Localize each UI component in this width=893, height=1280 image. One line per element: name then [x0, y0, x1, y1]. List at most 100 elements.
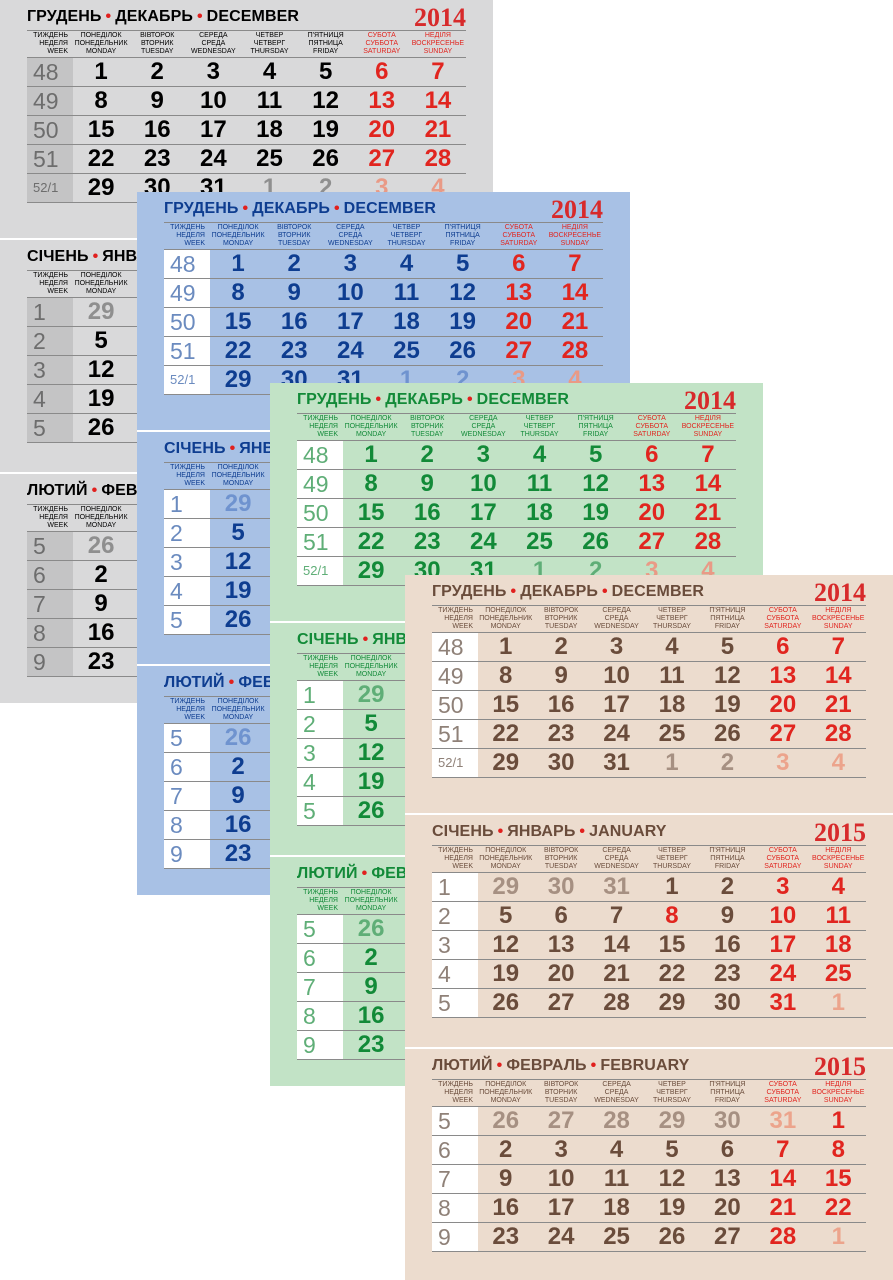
week-number: 48: [164, 250, 210, 278]
day-cell: 29: [658, 989, 686, 1016]
weekday-header-line: ЧЕТВЕРГ: [656, 1089, 688, 1096]
day-cell: 29: [492, 749, 520, 776]
week-column-header: ТИЖДЕНЬ НЕДЕЛЯ WEEK: [27, 271, 73, 297]
weekday-header-line: СЕРЕДА: [199, 32, 228, 39]
week-header-line: WEEK: [452, 1097, 473, 1104]
month-name-en: JANUARY: [589, 823, 667, 840]
week-header-line: НЕДЕЛЯ: [444, 855, 473, 862]
week-number: 9: [432, 1223, 478, 1251]
day-cell: 28: [603, 1107, 630, 1134]
weekday-header-line: СУБОТА: [768, 1081, 797, 1088]
day-cell: 27: [769, 720, 797, 747]
weekday-header-line: ПОНЕДЕЛЬНИК: [479, 615, 533, 622]
day-cell: 1: [665, 749, 679, 776]
weekday-header-line: TUESDAY: [277, 240, 311, 247]
day-cell: 10: [337, 279, 364, 306]
day-cell: 29: [357, 557, 385, 584]
week-column-header: ТИЖДЕНЬ НЕДЕЛЯ WEEK: [27, 31, 73, 57]
day-cell: 8: [364, 470, 378, 497]
month-name-ua: СІЧЕНЬ: [297, 631, 359, 648]
day-cell: 26: [714, 720, 741, 747]
week-number: 51: [297, 528, 343, 556]
weekday-header-line: THURSDAY: [387, 240, 426, 247]
calendar-grid: ТИЖДЕНЬ НЕДЕЛЯ WEEK ПОНЕДІЛОК ПОНЕДЕЛЬНИК MON…: [297, 413, 736, 586]
day-cell: 15: [87, 116, 115, 143]
day-cell: 8: [94, 87, 108, 114]
weekday-header-line: ПОНЕДІЛОК: [485, 1081, 527, 1088]
day-cell: 29: [357, 681, 385, 708]
day-cell: 30: [714, 989, 741, 1016]
weekday-header-line: ВІВТОРОК: [544, 1081, 579, 1088]
calendar-grid: ТИЖДЕНЬ НЕДЕЛЯ WEEK ПОНЕДІЛОК ПОНЕДЕЛЬНИК MON…: [432, 605, 866, 778]
day-cell: 5: [588, 441, 603, 468]
week-number: 50: [27, 116, 73, 144]
day-cell: 3: [554, 1136, 568, 1163]
day-cell: 26: [87, 532, 115, 559]
day-cell: 7: [609, 902, 624, 929]
week-header-line: ТИЖДЕНЬ: [170, 224, 205, 231]
weekday-header-line: THURSDAY: [520, 431, 559, 438]
day-cell: 6: [512, 250, 526, 277]
week-row: 48 1 2 3 4 5 6 7: [432, 633, 866, 662]
week-number: 1: [297, 681, 343, 709]
title-separator: •: [496, 1057, 503, 1074]
day-cell: 18: [256, 116, 283, 143]
weekday-header-line: MONDAY: [85, 48, 117, 55]
weekday-header-line: ПОНЕДЕЛЬНИК: [211, 472, 265, 479]
day-cell: 20: [547, 960, 575, 987]
week-header-line: WEEK: [184, 714, 205, 721]
day-cell: 22: [824, 1194, 852, 1221]
day-cell: 25: [658, 720, 686, 747]
title-separator: •: [510, 583, 517, 600]
weekday-header-line: СРЕДА: [201, 40, 226, 47]
day-cell: 20: [505, 308, 533, 335]
weekday-header-line: ВТОРНИК: [277, 232, 311, 239]
title-separator: •: [361, 865, 368, 882]
week-header-line: НЕДЕЛЯ: [444, 1089, 473, 1096]
weekday-header-line: ПЯТНИЦА: [710, 615, 745, 622]
day-cell: 18: [526, 499, 553, 526]
month-title: ГРУДЕНЬ • ДЕКАБРЬ • DECEMBER: [27, 8, 299, 26]
weekday-header-line: П'ЯТНИЦЯ: [444, 224, 481, 231]
day-cell: 16: [357, 1002, 385, 1029]
day-cell: 14: [694, 470, 722, 497]
week-number: 51: [27, 145, 73, 173]
day-cell: 20: [714, 1194, 741, 1221]
week-row: 49 8 9 10 11 12 13 14: [432, 662, 866, 691]
month-title: ГРУДЕНЬ • ДЕКАБРЬ • DECEMBER: [164, 200, 436, 218]
day-cell: 23: [280, 337, 308, 364]
day-cell: 4: [532, 441, 547, 468]
month-name-en: DECEMBER: [476, 391, 570, 408]
weekday-header-line: MONDAY: [355, 431, 387, 438]
day-cell: 23: [492, 1223, 520, 1250]
day-cell: 18: [393, 308, 420, 335]
title-separator: •: [590, 1057, 597, 1074]
week-header-line: ТИЖДЕНЬ: [438, 847, 473, 854]
week-number: 7: [27, 590, 73, 618]
weekday-header-line: WEDNESDAY: [328, 240, 373, 247]
weekday-header-line: ПОНЕДІЛОК: [350, 889, 392, 896]
weekday-header-line: ПОНЕДЕЛЬНИК: [479, 1089, 533, 1096]
weekday-header-line: ПОНЕДІЛОК: [485, 607, 527, 614]
weekday-header-line: TUESDAY: [410, 431, 444, 438]
day-cell: 16: [492, 1194, 520, 1221]
week-number: 50: [164, 308, 210, 336]
week-column-header: ТИЖДЕНЬ НЕДЕЛЯ WEEK: [432, 1080, 478, 1106]
day-cell: 13: [505, 279, 533, 306]
day-cell: 1: [94, 58, 108, 85]
weekday-header-line: ЧЕТВЕР: [658, 607, 686, 614]
day-cell: 7: [431, 58, 445, 85]
week-number: 7: [164, 782, 210, 810]
title-separator: •: [579, 823, 586, 840]
day-cell: 16: [87, 619, 115, 646]
day-cell: 11: [659, 662, 685, 689]
weekday-header-row: ТИЖДЕНЬ НЕДЕЛЯ WEEK ПОНЕДІЛОК ПОНЕДЕЛЬНИК MON…: [297, 413, 736, 441]
day-cell: 24: [547, 1223, 575, 1250]
weekday-header-line: НЕДІЛЯ: [825, 1081, 852, 1088]
week-number: 6: [27, 561, 73, 589]
